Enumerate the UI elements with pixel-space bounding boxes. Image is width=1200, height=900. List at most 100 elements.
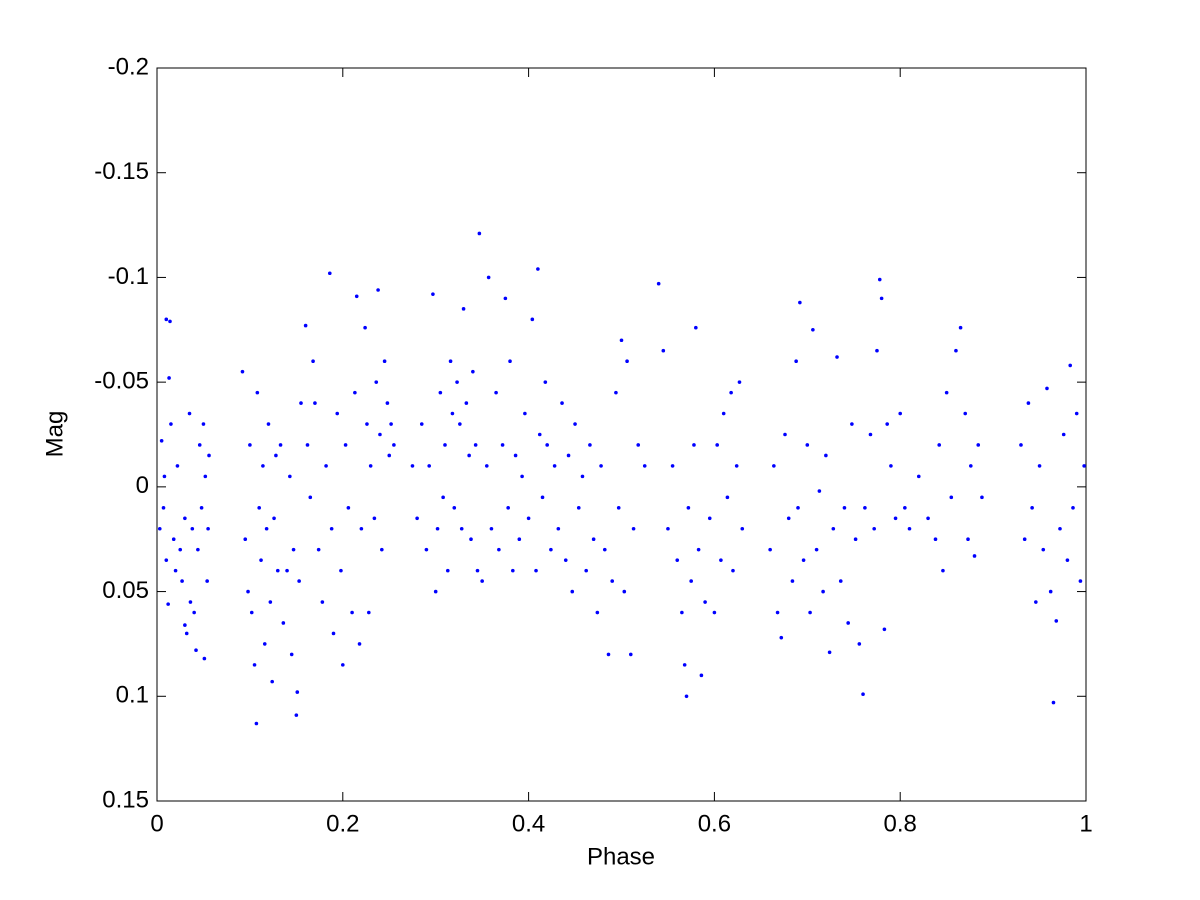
data-point — [452, 506, 457, 510]
data-point — [159, 438, 164, 443]
data-point — [431, 292, 435, 296]
data-point — [297, 579, 301, 583]
data-point — [675, 558, 680, 562]
data-point — [464, 401, 469, 405]
data-point — [838, 579, 843, 583]
x-tick-label: 0.6 — [698, 810, 731, 837]
data-point — [796, 506, 800, 510]
data-point — [692, 443, 696, 447]
data-point — [278, 443, 283, 447]
data-point — [294, 713, 299, 717]
data-point — [794, 359, 798, 364]
data-point — [203, 474, 208, 479]
data-point — [734, 464, 739, 468]
data-point — [1019, 443, 1023, 447]
data-point — [459, 526, 464, 531]
data-point — [707, 516, 712, 521]
data-point — [249, 610, 254, 615]
data-point — [1058, 526, 1062, 531]
data-point — [331, 631, 336, 636]
data-point — [889, 464, 893, 468]
data-point — [872, 526, 876, 531]
data-point — [949, 495, 954, 500]
x-tick-label: 1 — [1079, 810, 1092, 837]
data-point — [313, 401, 317, 405]
data-point — [288, 474, 292, 479]
x-tick-label: 0.8 — [884, 810, 917, 837]
data-point — [164, 558, 169, 562]
data-point — [327, 271, 332, 276]
y-tick-label: 0.1 — [116, 682, 149, 709]
data-point — [255, 390, 260, 395]
data-point — [808, 610, 812, 615]
data-point — [471, 369, 475, 374]
data-point — [171, 537, 176, 542]
data-point — [274, 453, 278, 458]
data-point — [424, 547, 429, 552]
data-point — [167, 376, 171, 380]
data-point — [475, 568, 480, 573]
data-point — [392, 443, 396, 447]
data-point — [335, 411, 340, 416]
data-point — [916, 474, 921, 479]
data-point — [526, 516, 531, 521]
data-point — [831, 526, 836, 531]
data-point — [445, 568, 450, 573]
data-point — [699, 673, 704, 678]
data-point — [768, 547, 772, 552]
data-point — [199, 506, 204, 510]
data-point — [846, 621, 850, 625]
data-point — [257, 506, 261, 510]
data-point — [775, 610, 780, 615]
data-point — [622, 589, 627, 594]
data-point — [824, 453, 828, 458]
data-point — [772, 464, 776, 468]
data-point — [1030, 506, 1034, 510]
data-point — [560, 401, 564, 405]
data-point — [543, 380, 548, 384]
data-point — [684, 694, 689, 699]
data-point — [467, 453, 471, 458]
data-point — [164, 317, 169, 322]
data-point — [264, 526, 269, 531]
data-point — [192, 610, 196, 615]
data-point — [786, 516, 791, 521]
data-point — [584, 568, 588, 573]
plot-area — [157, 231, 1086, 726]
data-point — [202, 656, 207, 661]
data-point — [545, 443, 549, 447]
data-point — [380, 547, 384, 552]
data-point — [497, 547, 501, 552]
data-point — [903, 506, 907, 510]
data-point — [368, 464, 373, 468]
data-point — [614, 390, 618, 395]
y-tick-label: 0.15 — [102, 786, 149, 813]
data-point — [933, 537, 938, 542]
data-point — [329, 526, 334, 531]
data-point — [173, 568, 178, 573]
data-point — [537, 432, 542, 437]
data-point — [438, 390, 443, 395]
data-point — [737, 380, 742, 384]
data-point — [540, 495, 545, 500]
data-point — [246, 589, 250, 594]
data-point — [240, 369, 245, 374]
data-point — [190, 526, 195, 531]
data-point — [1065, 558, 1070, 562]
data-point — [196, 547, 200, 552]
data-point — [972, 554, 977, 558]
data-point — [721, 411, 726, 416]
data-point — [576, 506, 581, 510]
data-point — [500, 443, 505, 447]
data-point — [827, 650, 832, 655]
data-point — [427, 464, 431, 468]
data-point — [790, 579, 795, 583]
data-point — [480, 579, 484, 583]
data-point — [868, 432, 873, 437]
data-point — [606, 652, 611, 657]
data-point — [1082, 464, 1086, 468]
data-point — [619, 338, 624, 343]
data-point — [281, 621, 286, 625]
data-point — [511, 568, 515, 573]
